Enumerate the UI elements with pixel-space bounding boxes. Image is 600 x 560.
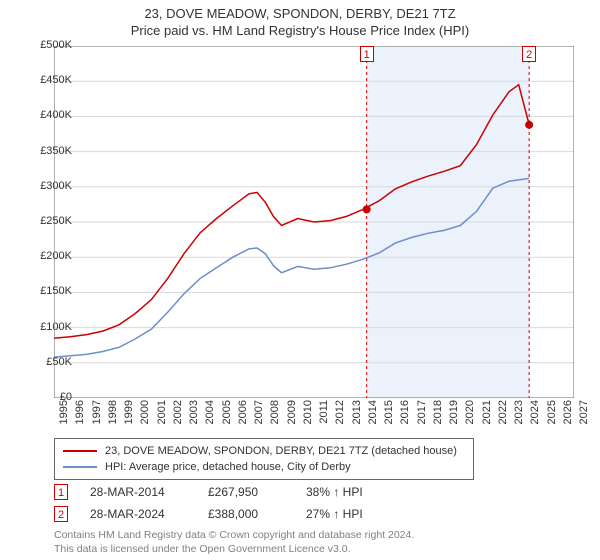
x-axis-label: 1995 [58,400,70,436]
legend-label: HPI: Average price, detached house, City… [105,461,351,473]
x-axis-label: 2005 [221,400,233,436]
x-axis-label: 2013 [351,400,363,436]
x-axis-label: 1997 [91,400,103,436]
y-axis-label: £150K [26,285,72,297]
y-axis-label: £250K [26,215,72,227]
x-axis-label: 2019 [448,400,460,436]
y-axis-label: £300K [26,180,72,192]
callout-pct: 27% ↑ HPI [306,507,363,521]
legend: 23, DOVE MEADOW, SPONDON, DERBY, DE21 7T… [54,438,474,480]
chart-title-line2: Price paid vs. HM Land Registry's House … [0,21,600,38]
callout-number-box: 1 [54,484,68,500]
x-axis-label: 2016 [399,400,411,436]
y-axis-label: £400K [26,109,72,121]
x-axis-label: 2008 [269,400,281,436]
callout-price: £267,950 [208,485,284,499]
x-axis-label: 1996 [74,400,86,436]
y-axis-label: £350K [26,145,72,157]
callout-price: £388,000 [208,507,284,521]
x-axis-label: 2017 [416,400,428,436]
footer-line1: Contains HM Land Registry data © Crown c… [54,528,414,542]
x-axis-label: 2010 [302,400,314,436]
y-axis-label: £100K [26,321,72,333]
callout-pct: 38% ↑ HPI [306,485,363,499]
y-axis-label: £50K [26,356,72,368]
callout-date: 28-MAR-2014 [90,485,186,499]
x-axis-label: 2000 [139,400,151,436]
x-axis-label: 2015 [383,400,395,436]
legend-item: HPI: Average price, detached house, City… [63,459,465,475]
callout-number-box: 2 [54,506,68,522]
callout-row: 2 28-MAR-2024 £388,000 27% ↑ HPI [54,506,363,522]
x-axis-label: 1998 [107,400,119,436]
x-axis-label: 2018 [432,400,444,436]
x-axis-label: 2014 [367,400,379,436]
callout-marker-box: 2 [522,46,536,62]
x-axis-label: 2004 [204,400,216,436]
x-axis-label: 2020 [464,400,476,436]
y-axis-label: £200K [26,250,72,262]
x-axis-label: 2012 [334,400,346,436]
chart-title-line1: 23, DOVE MEADOW, SPONDON, DERBY, DE21 7T… [0,0,600,21]
x-axis-label: 2023 [513,400,525,436]
callout-row: 1 28-MAR-2014 £267,950 38% ↑ HPI [54,484,363,500]
x-axis-label: 2001 [156,400,168,436]
x-axis-label: 2027 [578,400,590,436]
x-axis-label: 2009 [286,400,298,436]
x-axis-label: 2026 [562,400,574,436]
x-axis-label: 2011 [318,400,330,436]
legend-label: 23, DOVE MEADOW, SPONDON, DERBY, DE21 7T… [105,445,457,457]
x-axis-label: 2022 [497,400,509,436]
footer: Contains HM Land Registry data © Crown c… [54,528,414,556]
x-axis-label: 2021 [481,400,493,436]
y-axis-label: £450K [26,74,72,86]
x-axis-label: 2007 [253,400,265,436]
x-axis-label: 2024 [529,400,541,436]
legend-swatch [63,450,97,452]
legend-item: 23, DOVE MEADOW, SPONDON, DERBY, DE21 7T… [63,443,465,459]
x-axis-label: 2003 [188,400,200,436]
callout-date: 28-MAR-2024 [90,507,186,521]
x-axis-label: 2006 [237,400,249,436]
callout-marker-box: 1 [360,46,374,62]
x-axis-label: 2025 [546,400,558,436]
legend-swatch [63,466,97,468]
x-axis-label: 1999 [123,400,135,436]
chart-plot-area: 12 [54,46,574,398]
x-axis-label: 2002 [172,400,184,436]
footer-line2: This data is licensed under the Open Gov… [54,542,414,556]
y-axis-label: £500K [26,39,72,51]
